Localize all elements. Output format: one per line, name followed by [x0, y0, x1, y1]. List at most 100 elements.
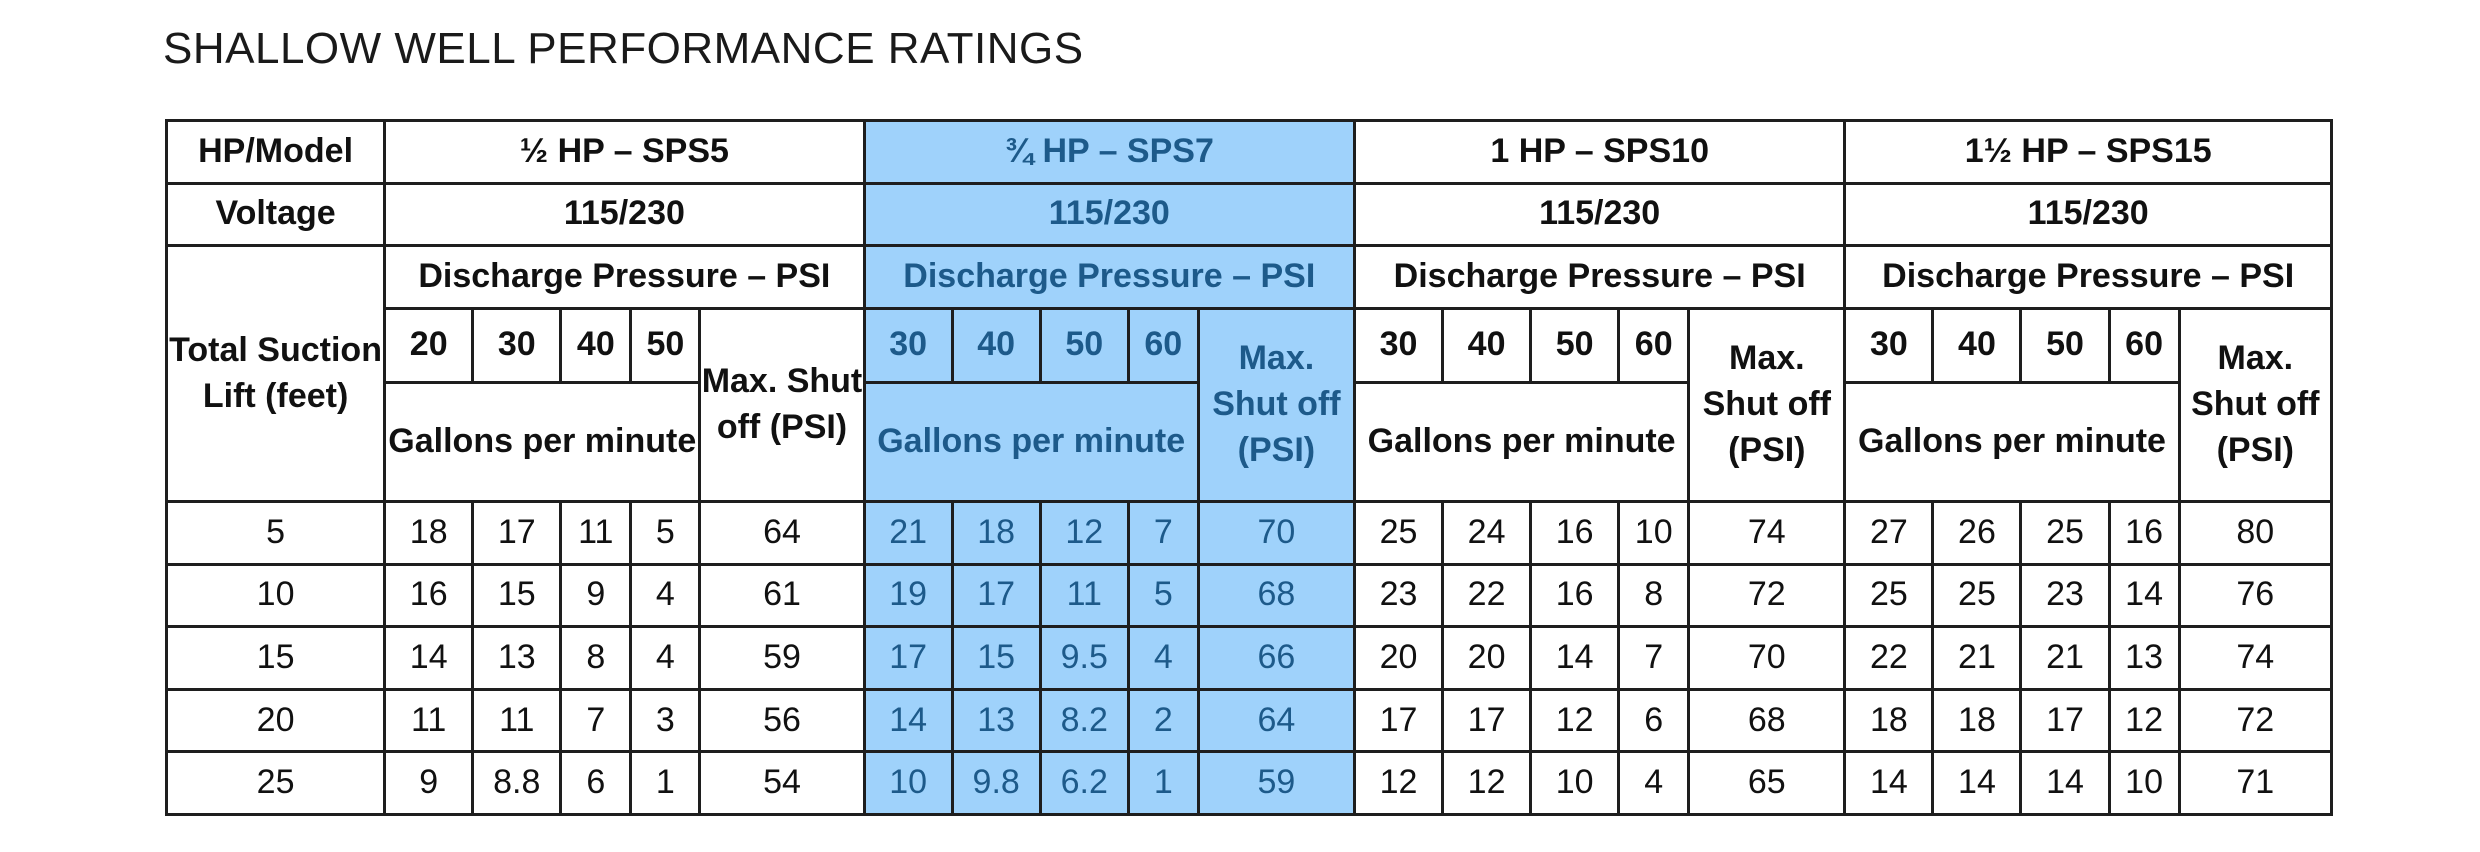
gpm-value: 7 [559, 687, 633, 754]
gpm-value: 5 [629, 499, 702, 566]
voltage-cell: 115/230 [1843, 181, 2333, 248]
max-shutoff-value: 64 [1196, 687, 1357, 754]
model-header: ½ HP – SPS5 [383, 119, 866, 185]
psi-header: 50 [629, 306, 702, 384]
psi-header: 50 [1529, 306, 1621, 384]
max-shutoff-value: 66 [1196, 625, 1357, 691]
max-shutoff-header: Max. Shut off (PSI) [1687, 306, 1847, 503]
gpm-value: 17 [950, 562, 1042, 629]
gpm-value: 16 [383, 562, 475, 629]
gpm-value: 7 [1617, 625, 1691, 691]
table-row: Voltage 115/230 115/230 115/230 115/230 [164, 181, 2333, 248]
gpm-value: 25 [1352, 499, 1445, 566]
gpm-value: 10 [862, 750, 954, 816]
table-row: Total Suction Lift (feet) Discharge Press… [164, 244, 2333, 503]
gpm-label: Gallons per minute [1843, 380, 2181, 503]
max-shutoff-value: 76 [2177, 562, 2334, 629]
lift-value: 20 [164, 687, 387, 754]
gpm-value: 4 [1617, 750, 1691, 816]
gpm-value: 16 [1529, 562, 1621, 629]
gpm-value: 14 [2019, 750, 2111, 816]
max-shutoff-value: 54 [698, 750, 866, 816]
table-row: 20 30 40 50 Max. Shut off (PSI) 30 40 50 60 Max. … [167, 306, 2334, 503]
gpm-value: 13 [471, 625, 563, 691]
psi-header: 30 [862, 306, 954, 384]
gpm-value: 1 [1126, 750, 1200, 816]
gpm-value: 8 [559, 625, 633, 691]
gpm-value: 18 [383, 499, 475, 566]
gpm-value: 15 [950, 625, 1042, 691]
max-shutoff-value: 65 [1687, 750, 1847, 816]
gpm-value: 14 [862, 687, 954, 754]
gpm-value: 22 [1843, 625, 1935, 691]
gpm-value: 8 [1617, 562, 1691, 629]
gpm-value: 8.8 [471, 750, 563, 816]
table-row: 25 9 8.8 6 1 54 10 9.8 6.2 1 59 12 12 10 4 65 14 14 14 10 71 [164, 750, 2334, 816]
performance-table: HP/Model ½ HP – SPS5 ¾ HP – SPS7 1 HP – SPS… [164, 119, 2334, 816]
gpm-value: 9.5 [1038, 625, 1130, 691]
psi-header: 40 [1441, 306, 1533, 384]
gpm-value: 6 [559, 750, 633, 816]
max-shutoff-value: 59 [1196, 750, 1357, 816]
gpm-value: 21 [2019, 625, 2111, 691]
gpm-value: 22 [1441, 562, 1533, 629]
table-row: HP/Model ½ HP – SPS5 ¾ HP – SPS7 1 HP – SPS… [164, 119, 2333, 185]
max-shutoff-value: 72 [1687, 562, 1847, 629]
max-shutoff-value: 74 [1687, 499, 1847, 566]
gpm-value: 18 [950, 499, 1042, 566]
psi-header: 60 [2107, 306, 2181, 384]
gpm-value: 8.2 [1038, 687, 1130, 754]
table-row: 20 11 11 7 3 56 14 13 8.2 2 64 17 17 12 6 68 18 18 17 12 72 [164, 687, 2334, 754]
max-shutoff-value: 64 [698, 499, 866, 566]
page-title: SHALLOW WELL PERFORMANCE RATINGS [163, 24, 1084, 73]
gpm-value: 20 [1352, 625, 1445, 691]
gpm-value: 18 [1843, 687, 1935, 754]
lift-value: 25 [164, 750, 387, 816]
gpm-value: 27 [1843, 499, 1935, 566]
lift-value: 5 [164, 499, 387, 566]
gpm-value: 17 [862, 625, 954, 691]
voltage-cell: 115/230 [383, 181, 866, 248]
row-label-lift: Total Suction Lift (feet) [164, 244, 387, 503]
gpm-value: 23 [2019, 562, 2111, 629]
gpm-value: 14 [383, 625, 475, 691]
gpm-value: 10 [1617, 499, 1691, 566]
discharge-pressure-label: Discharge Pressure – PSI [1843, 244, 2333, 310]
gpm-value: 2 [1126, 687, 1200, 754]
gpm-value: 12 [1441, 750, 1533, 816]
gpm-value: 14 [1931, 750, 2023, 816]
voltage-cell: 115/230 [1352, 181, 1847, 248]
discharge-pressure-label: Discharge Pressure – PSI [383, 244, 866, 310]
gpm-value: 19 [862, 562, 954, 629]
row-label-model: HP/Model [164, 119, 387, 185]
gpm-value: 17 [471, 499, 563, 566]
max-shutoff-value: 71 [2177, 750, 2334, 816]
psi-header: 60 [1617, 306, 1691, 384]
gpm-value: 9 [383, 750, 475, 816]
gpm-value: 21 [862, 499, 954, 566]
gpm-value: 4 [1126, 625, 1200, 691]
gpm-value: 17 [1352, 687, 1445, 754]
psi-header: 40 [950, 306, 1042, 384]
gpm-value: 10 [1529, 750, 1621, 816]
gpm-value: 14 [2107, 562, 2181, 629]
table-row: 10 16 15 9 4 61 19 17 11 5 68 23 22 16 8 72 25 25 23 14 76 [164, 562, 2334, 629]
psi-header: 50 [1038, 306, 1130, 384]
psi-header: 20 [383, 306, 475, 384]
gpm-value: 12 [1529, 687, 1621, 754]
gpm-label: Gallons per minute [862, 380, 1200, 503]
gpm-value: 21 [1931, 625, 2023, 691]
psi-header: 30 [1843, 306, 1935, 384]
gpm-value: 9.8 [950, 750, 1042, 816]
gpm-value: 15 [471, 562, 563, 629]
model-header: 1½ HP – SPS15 [1843, 119, 2333, 185]
gpm-value: 12 [1038, 499, 1130, 566]
gpm-value: 13 [2107, 625, 2181, 691]
model-header: ¾ HP – SPS7 [862, 119, 1357, 185]
gpm-value: 12 [1352, 750, 1445, 816]
psi-header: 40 [559, 306, 633, 384]
gpm-value: 17 [2019, 687, 2111, 754]
gpm-value: 4 [629, 625, 702, 691]
gpm-value: 6 [1617, 687, 1691, 754]
gpm-value: 12 [2107, 687, 2181, 754]
